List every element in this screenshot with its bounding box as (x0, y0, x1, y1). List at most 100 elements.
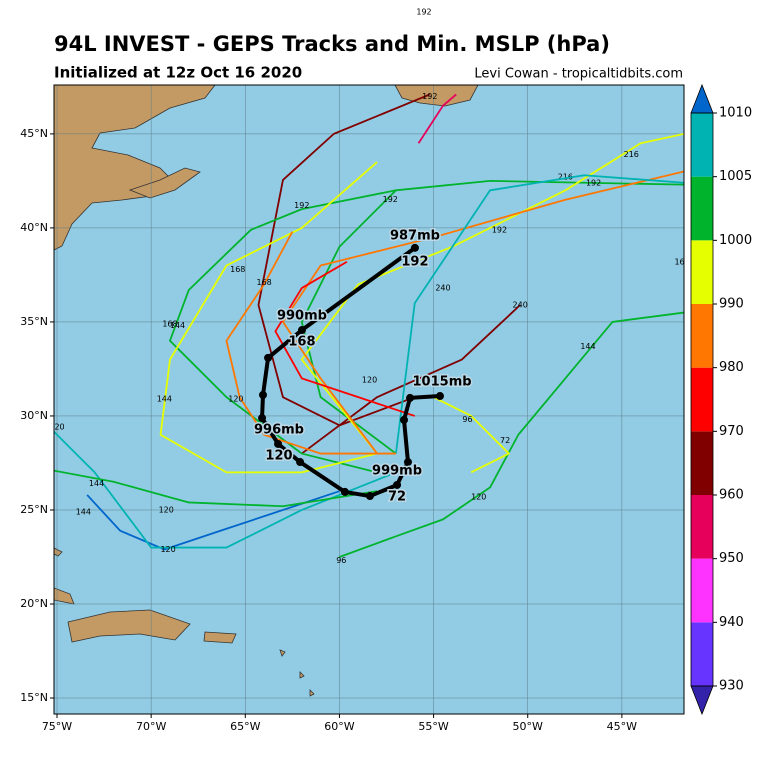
hour-label: 168 (256, 278, 271, 287)
mean-point (435, 392, 444, 401)
credit: Levi Cowan - tropicaltidbits.com (474, 67, 683, 82)
nova-scotia (128, 167, 201, 199)
colorbar-label: 970 (719, 424, 744, 439)
mean-point (403, 458, 412, 467)
hour-label: 120 (159, 505, 174, 514)
mean-point (274, 439, 283, 448)
mean-point (296, 458, 305, 467)
ensemble-track (54, 469, 378, 508)
hour-label: 120 (160, 545, 175, 554)
hour-label: 240 (435, 284, 450, 293)
lon-label: 60°W (324, 720, 354, 733)
mean-track (260, 246, 441, 499)
annotation: 192 (401, 254, 428, 269)
annotation: 996mb (254, 422, 304, 437)
colorbar-segment (691, 304, 713, 368)
hour-label: 144 (170, 321, 185, 330)
colorbar-label: 960 (719, 488, 744, 503)
annotation: 990mb (277, 308, 327, 323)
colorbar-label: 940 (719, 615, 744, 630)
hour-label: 216 (558, 173, 573, 182)
subtitle: Initialized at 12z Oct 16 2020 (54, 64, 302, 82)
lon-label: 45°W (607, 720, 637, 733)
mean-point (297, 326, 306, 335)
hour-label: 192 (492, 225, 507, 234)
annotation: 168 (288, 334, 315, 349)
mean-point (264, 353, 273, 362)
hour-label: 192 (422, 92, 437, 101)
colorbar-label: 1000 (719, 233, 752, 248)
ensemble-track (395, 174, 684, 454)
hour-label: 192 (294, 201, 309, 210)
mean-point (258, 414, 267, 423)
islets (54, 547, 315, 697)
land (54, 85, 479, 697)
grid: 75°W 70°W 65°W 60°W 55°W 50°W 45°W 45°N 40°N 35°N… (20, 85, 684, 733)
mean-point (400, 415, 409, 424)
lat-label: 35°N (20, 315, 48, 328)
colorbar-label: 1005 (719, 169, 752, 184)
colorbar-under (690, 685, 714, 716)
lon-label: 75°W (42, 720, 72, 733)
lon-label: 70°W (136, 720, 166, 733)
mean-point (410, 243, 419, 252)
ensemble-track (417, 93, 457, 144)
hour-label: 144 (76, 507, 91, 516)
annotation: 1015mb (413, 374, 472, 389)
colorbar-frame (690, 112, 714, 687)
colorbar-label: 990 (719, 297, 744, 312)
hour-label: 216 (624, 150, 639, 159)
colorbar-segment (691, 495, 713, 559)
hour-label: 96 (336, 556, 346, 565)
ensemble-track (86, 490, 340, 551)
colorbar-segment (691, 558, 713, 623)
lat-label: 25°N (20, 503, 48, 516)
ensemble-track (169, 189, 397, 474)
lat-label: 40°N (20, 221, 48, 234)
puerto-rico (203, 631, 237, 644)
colorbar-over (690, 83, 714, 114)
annotation: 72 (388, 489, 406, 504)
colorbar-segment (691, 176, 713, 241)
colorbar: 930 940 950 960 970 980 990 1000 1005 1010 (690, 83, 752, 716)
lat-label: 30°N (20, 409, 48, 422)
ensemble-track (433, 396, 510, 474)
lat-label: 15°N (20, 691, 48, 704)
ensemble-track (274, 260, 416, 417)
tracks: 1922401922162162401921921681681921441441… (54, 92, 684, 565)
colorbar-segment (691, 240, 713, 304)
hour-label: 120 (228, 395, 243, 404)
title: 94L INVEST - GEPS Tracks and Min. MSLP (… (54, 32, 610, 56)
ensemble-track (301, 304, 521, 455)
lon-label: 55°W (418, 720, 448, 733)
hour-label: 72 (500, 436, 510, 445)
ensemble-track (339, 311, 684, 558)
mean-point (406, 393, 415, 402)
ensemble-track (54, 430, 397, 549)
colorbar-segment (691, 431, 713, 495)
colorbar-label: 1010 (719, 106, 752, 121)
mean-point (340, 487, 349, 496)
lat-label: 45°N (20, 127, 48, 140)
annotation: 999mb (372, 464, 422, 479)
north-america (54, 85, 216, 251)
hispaniola (67, 609, 191, 643)
hour-label: 240 (513, 301, 528, 310)
hour-label: 144 (580, 342, 595, 351)
map-frame (53, 84, 685, 715)
ensemble-track (300, 180, 684, 455)
hour-label: 144 (157, 395, 172, 404)
mean-point (393, 480, 402, 489)
colorbar-label: 980 (719, 360, 744, 375)
hour-label: 192 (586, 178, 601, 187)
ensemble-track (225, 231, 396, 455)
mean-point (365, 492, 374, 501)
ensemble-track (282, 170, 684, 455)
lon-label: 65°W (230, 720, 260, 733)
hour-label: 120 (362, 376, 377, 385)
mean-point (258, 390, 267, 399)
hour-label: 168 (162, 319, 177, 328)
colorbar-segment (691, 622, 713, 686)
hour-label: 192 (383, 195, 398, 204)
